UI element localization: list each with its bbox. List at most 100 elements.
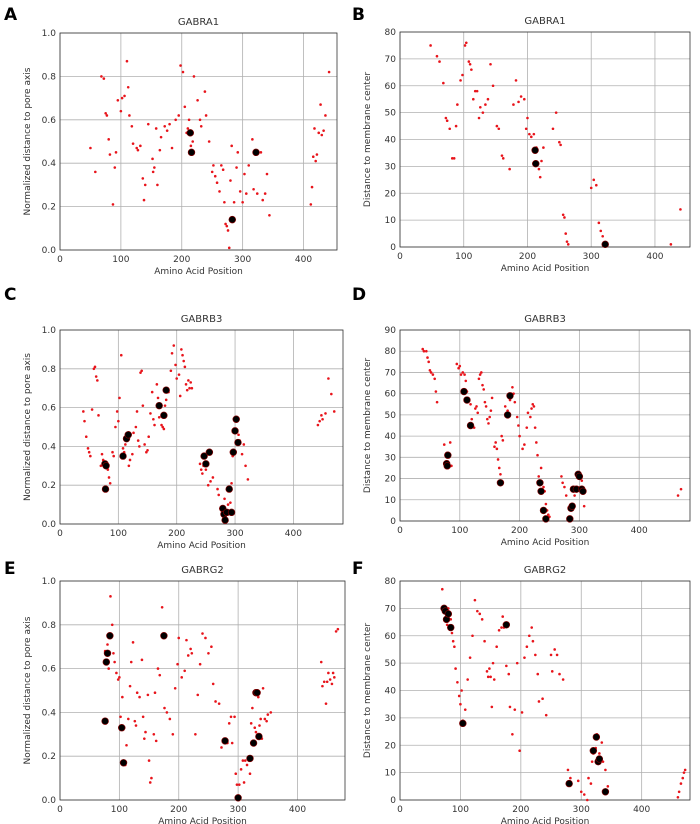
y-tick-label: 0.2: [42, 481, 56, 491]
data-point: [126, 717, 130, 721]
data-point: [121, 447, 125, 450]
data-point: [185, 388, 189, 392]
highlight-point: [234, 794, 242, 802]
data-point: [511, 386, 514, 389]
highlight-point: [227, 508, 236, 517]
data-point: [100, 452, 104, 456]
highlight-point: [155, 401, 163, 410]
data-point: [311, 155, 315, 158]
data-point: [527, 634, 531, 638]
data-point: [269, 711, 273, 714]
x-tick-label: 400: [285, 529, 302, 539]
data-point: [463, 44, 467, 47]
data-point: [198, 662, 202, 666]
data-point: [172, 344, 176, 347]
data-point: [125, 743, 128, 747]
data-point: [106, 643, 109, 646]
data-point: [336, 627, 340, 631]
data-point: [146, 448, 149, 452]
data-point: [540, 159, 543, 163]
data-point: [544, 713, 548, 717]
data-point: [153, 423, 156, 427]
highlight-point: [595, 755, 604, 763]
highlight-point: [255, 732, 263, 741]
data-point: [537, 475, 541, 478]
highlight-point: [221, 737, 229, 745]
data-point: [141, 404, 145, 407]
highlight-point: [443, 462, 451, 470]
data-point: [182, 359, 186, 363]
data-point: [481, 383, 484, 387]
data-point: [330, 392, 333, 396]
data-point: [124, 443, 127, 446]
x-tick-label: 0: [57, 805, 63, 815]
data-point: [513, 400, 517, 404]
chart-title: GABRB3: [524, 314, 566, 325]
y-tick-label: 0: [390, 243, 396, 253]
data-point: [595, 183, 598, 187]
data-point: [445, 119, 449, 122]
data-point: [455, 362, 459, 366]
plot-frame: [399, 580, 691, 801]
x-tick-label: 100: [111, 805, 128, 815]
y-axis-label: Normalized distance to pore axis: [23, 353, 33, 501]
data-point: [477, 116, 481, 120]
data-point: [230, 144, 233, 148]
data-point: [241, 759, 245, 762]
data-point: [102, 77, 106, 80]
data-point: [153, 166, 156, 169]
data-point: [181, 353, 184, 357]
data-point: [500, 626, 503, 629]
data-point: [83, 419, 86, 423]
data-point: [493, 445, 496, 449]
x-axis-label: Amino Acid Position: [501, 817, 590, 824]
y-tick-label: 40: [385, 432, 397, 442]
panel-f: F GABRG2 0 100 200 300 400 0 10 20 30 40 50 60 70 80 Ami…: [352, 559, 691, 824]
data-point: [158, 673, 162, 677]
y-tick-label: 50: [385, 659, 397, 669]
data-point: [146, 122, 150, 126]
data-point: [244, 192, 248, 195]
data-point: [249, 722, 253, 725]
chart-title: GABRA1: [178, 17, 219, 28]
data-point: [184, 383, 188, 386]
data-point: [152, 417, 155, 421]
data-point: [496, 458, 500, 461]
chart-title: GABRG2: [181, 565, 224, 576]
x-tick-label: 200: [512, 805, 529, 815]
data-point: [474, 407, 477, 410]
y-tick-label: 50: [385, 109, 397, 119]
data-point: [480, 371, 483, 374]
highlight-point: [592, 733, 601, 741]
data-point: [211, 682, 215, 686]
data-point: [189, 144, 193, 148]
data-point: [128, 114, 131, 117]
data-point: [490, 396, 494, 400]
highlight-point: [229, 448, 238, 456]
y-axis-label: Distance to membrane center: [363, 358, 373, 493]
data-point: [536, 453, 539, 457]
x-tick-label: 300: [226, 529, 243, 539]
data-point: [220, 746, 223, 749]
highlight-point: [575, 472, 584, 481]
data-point: [236, 151, 240, 154]
data-point: [471, 97, 475, 101]
x-tick-label: 300: [583, 252, 600, 262]
data-point: [426, 356, 429, 359]
data-point: [187, 379, 190, 382]
data-point: [154, 739, 158, 743]
data-point: [151, 170, 155, 174]
data-point: [209, 480, 212, 483]
data-point: [582, 793, 586, 796]
data-point: [143, 737, 146, 740]
data-point: [457, 366, 460, 370]
y-tick-label: 10: [385, 769, 397, 779]
data-point: [257, 695, 260, 699]
data-point: [524, 127, 528, 131]
data-point: [431, 373, 435, 376]
data-point: [573, 494, 576, 497]
highlight-point: [539, 506, 548, 515]
data-point: [108, 481, 112, 485]
data-point: [604, 768, 607, 772]
data-point: [251, 138, 254, 141]
